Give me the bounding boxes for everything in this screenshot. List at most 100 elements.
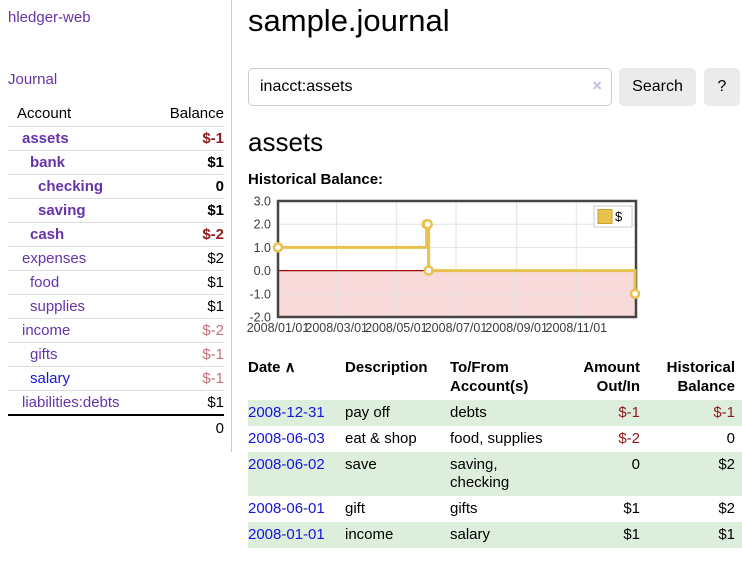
x-axis-tick-label: 2008/09/01 [485, 321, 548, 335]
accounts-total-value: 0 [153, 414, 224, 441]
account-row: gifts $-1 [8, 342, 224, 367]
sidebar-account-balance: 0 [153, 174, 224, 199]
account-row: checking 0 [8, 174, 224, 199]
register-balance: $1 [718, 526, 735, 543]
accounts-total-row: 0 [8, 414, 224, 441]
register-col-header-description: Description [345, 359, 428, 376]
register-accounts: salary [450, 526, 491, 543]
sidebar-account-link-expenses[interactable]: expenses [22, 250, 87, 267]
account-row: cash $-2 [8, 222, 224, 247]
sidebar-account-balance: $-1 [153, 366, 224, 391]
register-balance: $2 [718, 500, 735, 517]
x-axis-tick-label: 2008/03/01 [305, 321, 368, 335]
table-row: 2008-06-03 eat & shop food, supplies $-2 0 [248, 426, 742, 452]
register-accounts: debts [450, 404, 487, 421]
register-date-link[interactable]: 2008-06-02 [248, 456, 325, 473]
sidebar-account-balance: $2 [153, 246, 224, 271]
data-point-marker [423, 265, 434, 276]
sidebar-item-journal[interactable]: Journal [8, 71, 58, 88]
register-accounts: gifts [450, 500, 478, 517]
sidebar-account-balance: $1 [153, 150, 224, 175]
register-date-link[interactable]: 2008-06-01 [248, 500, 325, 517]
plot-border [276, 199, 638, 319]
search-button[interactable]: Search [619, 68, 696, 106]
register-amount: $-1 [618, 404, 640, 421]
sidebar-account-link-salary[interactable]: salary [30, 370, 71, 387]
register-description: gift [345, 500, 366, 517]
sidebar: hledger-web Journal Account Balance asse… [0, 0, 232, 452]
account-title: assets [248, 127, 324, 157]
sidebar-account-link-saving[interactable]: saving [38, 202, 86, 219]
accounts-table: Account Balance assets $-1 bank $1 checking 0… [8, 101, 224, 441]
x-axis-tick-label: 2008/05/01 [365, 321, 428, 335]
account-row: assets $-1 [8, 126, 224, 151]
register-accounts: saving, checking [450, 456, 510, 491]
register-description: save [345, 456, 377, 473]
sidebar-account-link-food[interactable]: food [30, 274, 60, 291]
register-date-link[interactable]: 2008-12-31 [248, 404, 325, 421]
account-row: income $-2 [8, 318, 224, 343]
register-amount: $1 [623, 500, 640, 517]
register-balance: $2 [718, 456, 735, 473]
data-point-marker [272, 242, 284, 253]
register-date-link[interactable]: 2008-06-03 [248, 430, 325, 447]
brand-link[interactable]: hledger-web [8, 9, 91, 26]
page-title: sample.journal [248, 3, 450, 38]
search-bar: × Search ? [248, 68, 742, 106]
accounts-header-balance: Balance [169, 105, 224, 122]
y-axis-tick-label: 2.0 [254, 218, 271, 232]
register-amount: $-2 [618, 430, 640, 447]
chart-label: Historical Balance: [248, 171, 384, 188]
account-row: salary $-1 [8, 366, 224, 391]
y-axis-tick-label: 3.0 [254, 195, 271, 209]
y-axis-tick-label: -1.0 [249, 287, 271, 301]
sidebar-account-link-gifts[interactable]: gifts [30, 346, 58, 363]
register-description: income [345, 526, 394, 543]
sidebar-account-balance: $-2 [153, 222, 224, 247]
account-row: supplies $1 [8, 294, 224, 319]
y-axis-tick-label: 0.0 [254, 264, 271, 278]
sidebar-account-link-cash[interactable]: cash [30, 226, 65, 243]
register-description: eat & shop [345, 430, 417, 447]
sidebar-account-balance: $-1 [153, 126, 224, 151]
register-table: Date ∧ Description To/From Account(s) Amount… [248, 356, 742, 548]
sidebar-account-link-assets[interactable]: assets [22, 130, 69, 147]
sidebar-account-link-supplies[interactable]: supplies [30, 298, 86, 315]
help-button[interactable]: ? [704, 68, 740, 106]
account-row: food $1 [8, 270, 224, 295]
data-point-marker [422, 218, 433, 230]
sidebar-account-balance: $-2 [153, 318, 224, 343]
register-date-link[interactable]: 2008-01-01 [248, 526, 325, 543]
register-col-header-date[interactable]: Date ∧ [248, 359, 296, 376]
sidebar-account-balance: $1 [153, 270, 224, 295]
sidebar-account-link-liabilities-debts[interactable]: liabilities:debts [22, 394, 120, 411]
y-axis-tick-label: 1.0 [254, 241, 271, 255]
sidebar-account-balance: $1 [153, 294, 224, 319]
x-axis-tick-label: 2008/01/01 [247, 321, 310, 335]
clear-search-icon[interactable]: × [592, 76, 602, 95]
search-input[interactable] [248, 68, 612, 106]
sidebar-account-link-checking[interactable]: checking [38, 178, 104, 195]
sidebar-account-balance: $1 [153, 390, 224, 415]
register-col-header-balance: Historical Balance [666, 359, 735, 395]
historical-balance-chart: $3.0 2.0 1.0 0.0 -1.0 -2.02008/01/012008/03/0… [247, 195, 641, 335]
account-row: liabilities:debts $1 [8, 390, 224, 415]
table-row: 2008-06-02 save saving, checking 0 $2 [248, 452, 742, 496]
register-amount: 0 [631, 456, 640, 473]
account-row: saving $1 [8, 198, 224, 223]
sort-asc-icon: ∧ [280, 359, 296, 376]
register-col-header-accounts: To/From Account(s) [450, 359, 529, 395]
sidebar-account-link-bank[interactable]: bank [30, 154, 66, 171]
x-axis-tick-label: 2008/07/01 [425, 321, 488, 335]
register-balance: 0 [726, 430, 735, 447]
register-amount: $1 [623, 526, 640, 543]
register-description: pay off [345, 404, 390, 421]
register-balance: $-1 [713, 404, 735, 421]
data-point-marker [629, 288, 641, 300]
sidebar-account-link-income[interactable]: income [22, 322, 71, 339]
y-axis-tick-label: -2.0 [249, 311, 271, 325]
x-axis-tick-label: 2008/11/01 [546, 321, 608, 335]
register-accounts: food, supplies [450, 430, 543, 447]
legend-label: $ [615, 209, 623, 224]
table-row: 2008-06-01 gift gifts $1 $2 [248, 496, 742, 522]
